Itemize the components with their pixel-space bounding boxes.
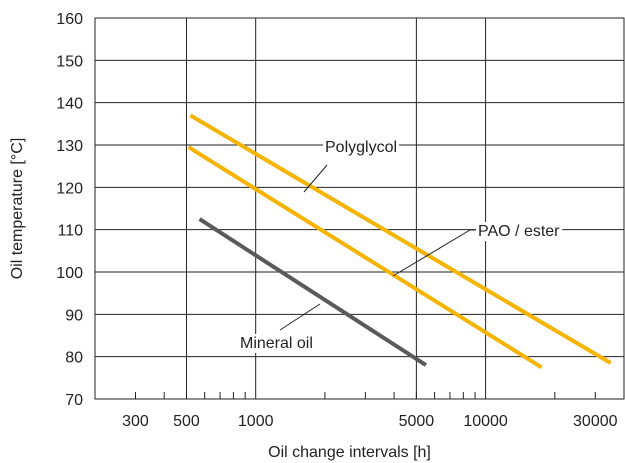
y-tick-label-150: 150: [56, 53, 83, 70]
series-lines: [187, 113, 612, 369]
y-tick-label-110: 110: [57, 223, 83, 240]
plot-frame: [94, 17, 625, 400]
leader-line-polyglycol: [303, 164, 328, 193]
series-label-bg-pao-ester: [476, 222, 563, 241]
x-axis-title: Oil change intervals [h]: [268, 444, 431, 461]
x-tick-label-30000: 30000: [573, 413, 618, 430]
y-tick-label-140: 140: [56, 96, 83, 113]
y-tick-label-90: 90: [65, 307, 83, 324]
series-label-polyglycol: Polyglycol: [325, 139, 397, 156]
x-tick-label-500: 500: [173, 413, 200, 430]
y-tick-label-120: 120: [56, 180, 83, 197]
series-line-pao-ester: [187, 145, 543, 369]
x-tick-label-5000: 5000: [399, 413, 435, 430]
x-tick-label-300: 300: [122, 413, 149, 430]
series-labels: Polyglycol PAO / ester Mineral oil: [238, 138, 563, 353]
series-line-mineral-oil: [198, 217, 427, 367]
series-label-mineral-oil: Mineral oil: [240, 335, 313, 352]
minor-ticks: [134, 392, 596, 399]
y-tick-label-130: 130: [56, 138, 83, 155]
y-tick-label-80: 80: [65, 350, 83, 367]
y-tick-label-160: 160: [56, 11, 83, 28]
y-tick-label-100: 100: [56, 265, 83, 282]
y-tick-label-70: 70: [65, 392, 83, 409]
x-tick-label-1000: 1000: [238, 413, 274, 430]
series-label-bg-polyglycol: [323, 138, 400, 157]
y-axis-title: Oil temperature [°C]: [9, 138, 26, 280]
x-tick-label-10000: 10000: [463, 413, 508, 430]
tick-labels: 70 80 90 100 110 120 130 140 150 160 300 500 1000 500…: [56, 11, 617, 430]
series-label-pao-ester: PAO / ester: [478, 223, 560, 240]
series-label-bg-mineral-oil: [238, 334, 315, 353]
leader-line-mineral-oil: [279, 303, 321, 331]
series-line-polyglycol: [189, 113, 612, 365]
leader-line-pao-ester: [392, 229, 478, 277]
